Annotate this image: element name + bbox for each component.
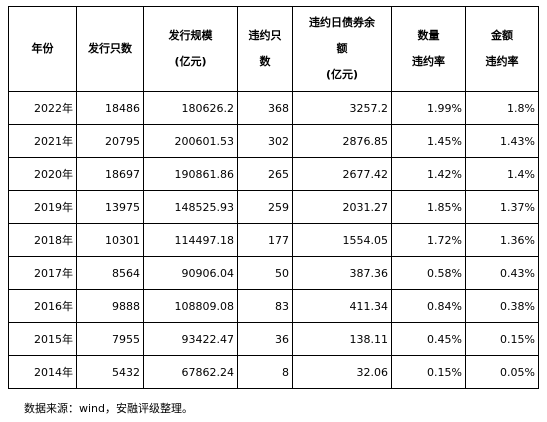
cell-count-default-rate: 0.84% — [391, 289, 466, 323]
cell-default-balance: 2031.27 — [292, 190, 392, 224]
table-row: 2016年 9888 108809.08 83 411.34 0.84% 0.38% — [8, 289, 539, 323]
header-line: 发行只数 — [88, 42, 132, 55]
cell-year: 2017年 — [8, 256, 77, 290]
cell-year: 2021年 — [8, 124, 77, 158]
table-row: 2020年 18697 190861.86 265 2677.42 1.42% 1.4% — [8, 157, 539, 191]
cell-default-balance: 138.11 — [292, 322, 392, 356]
cell-count-default-rate: 1.99% — [391, 91, 466, 125]
table-row: 2021年 20795 200601.53 302 2876.85 1.45% 1.43% — [8, 124, 539, 158]
cell-default-count: 83 — [237, 289, 293, 323]
cell-default-count: 368 — [237, 91, 293, 125]
header-row: 年份 发行只数 发行规模 (亿元) 违约只数违约日债券余额 (亿元) 数量 违约率 金额 违约率 — [8, 6, 539, 92]
cell-count-default-rate: 1.85% — [391, 190, 466, 224]
cell-default-count: 36 — [237, 322, 293, 356]
cell-issue-scale: 108809.08 — [143, 289, 238, 323]
header-year: 年份 — [8, 6, 77, 92]
cell-default-balance: 1554.05 — [292, 223, 392, 257]
cell-amount-default-rate: 1.8% — [465, 91, 539, 125]
table-row: 2019年 13975 148525.93 259 2031.27 1.85% 1.37% — [8, 190, 539, 224]
table-row: 2017年 8564 90906.04 50 387.36 0.58% 0.43% — [8, 256, 539, 290]
cell-amount-default-rate: 1.37% — [465, 190, 539, 224]
cell-issue-count: 18697 — [76, 157, 144, 191]
header-line: (亿元) — [325, 68, 359, 81]
cell-default-balance: 2876.85 — [292, 124, 392, 158]
cell-year: 2019年 — [8, 190, 77, 224]
header-default-count: 违约只数 — [237, 6, 293, 92]
cell-year: 2015年 — [8, 322, 77, 356]
cell-amount-default-rate: 0.43% — [465, 256, 539, 290]
cell-issue-count: 9888 — [76, 289, 144, 323]
header-count-default-rate: 数量 违约率 — [391, 6, 466, 92]
cell-default-balance: 411.34 — [292, 289, 392, 323]
cell-issue-count: 5432 — [76, 355, 144, 389]
cell-default-balance: 2677.42 — [292, 157, 392, 191]
cell-issue-count: 7955 — [76, 322, 144, 356]
header-line: 违约率 — [485, 55, 519, 68]
cell-issue-scale: 190861.86 — [143, 157, 238, 191]
cell-default-balance: 387.36 — [292, 256, 392, 290]
bond-default-table: 年份 发行只数 发行规模 (亿元) 违约只数违约日债券余额 (亿元) 数量 违约率 金额 违约率 … — [8, 6, 539, 389]
source-footnote: 数据来源：wind，安融评级整理。 — [24, 402, 194, 415]
header-line: 额 — [336, 42, 348, 55]
cell-issue-count: 8564 — [76, 256, 144, 290]
cell-default-balance: 3257.2 — [292, 91, 392, 125]
header-amount-default-rate: 金额 违约率 — [465, 6, 539, 92]
cell-default-count: 302 — [237, 124, 293, 158]
cell-issue-scale: 180626.2 — [143, 91, 238, 125]
table-row: 2018年 10301 114497.18 177 1554.05 1.72% 1.36% — [8, 223, 539, 257]
cell-count-default-rate: 0.15% — [391, 355, 466, 389]
cell-count-default-rate: 0.58% — [391, 256, 466, 290]
table-row: 2022年 18486 180626.2 368 3257.2 1.99% 1.8% — [8, 91, 539, 125]
cell-issue-scale: 67862.24 — [143, 355, 238, 389]
cell-amount-default-rate: 1.4% — [465, 157, 539, 191]
cell-amount-default-rate: 1.43% — [465, 124, 539, 158]
cell-issue-scale: 148525.93 — [143, 190, 238, 224]
cell-year: 2020年 — [8, 157, 77, 191]
cell-amount-default-rate: 0.15% — [465, 322, 539, 356]
table-row: 2015年 7955 93422.47 36 138.11 0.45% 0.15% — [8, 322, 539, 356]
cell-default-count: 50 — [237, 256, 293, 290]
cell-count-default-rate: 1.42% — [391, 157, 466, 191]
header-issue-count: 发行只数 — [76, 6, 144, 92]
cell-count-default-rate: 0.45% — [391, 322, 466, 356]
header-line: (亿元) — [174, 55, 207, 68]
cell-default-balance: 32.06 — [292, 355, 392, 389]
table-header: 年份 发行只数 发行规模 (亿元) 违约只数违约日债券余额 (亿元) 数量 违约率 金额 违约率 — [8, 6, 539, 92]
cell-year: 2018年 — [8, 223, 77, 257]
cell-year: 2022年 — [8, 91, 77, 125]
cell-default-count: 259 — [237, 190, 293, 224]
header-default-balance: 违约日债券余额 (亿元) — [292, 6, 392, 92]
cell-issue-count: 13975 — [76, 190, 144, 224]
header-line: 金额 — [491, 29, 513, 42]
header-issue-scale: 发行规模 (亿元) — [143, 6, 238, 92]
cell-issue-scale: 114497.18 — [143, 223, 238, 257]
cell-amount-default-rate: 1.36% — [465, 223, 539, 257]
header-line: 数 — [259, 55, 271, 68]
header-line: 发行规模 — [168, 29, 213, 42]
header-line: 数量 — [417, 29, 440, 42]
cell-default-count: 8 — [237, 355, 293, 389]
cell-default-count: 177 — [237, 223, 293, 257]
header-line: 违约日债券余 — [309, 16, 375, 29]
cell-issue-count: 10301 — [76, 223, 144, 257]
header-line: 违约率 — [412, 55, 445, 68]
cell-year: 2014年 — [8, 355, 77, 389]
cell-count-default-rate: 1.45% — [391, 124, 466, 158]
header-line: 违约只 — [248, 29, 282, 42]
cell-count-default-rate: 1.72% — [391, 223, 466, 257]
cell-issue-scale: 90906.04 — [143, 256, 238, 290]
cell-issue-scale: 93422.47 — [143, 322, 238, 356]
header-line: 年份 — [31, 42, 54, 55]
table-body: 2022年 18486 180626.2 368 3257.2 1.99% 1.8% 2021… — [8, 91, 539, 389]
cell-issue-count: 18486 — [76, 91, 144, 125]
bond-default-table-container: 年份 发行只数 发行规模 (亿元) 违约只数违约日债券余额 (亿元) 数量 违约率 金额 违约率 … — [8, 6, 539, 389]
cell-amount-default-rate: 0.38% — [465, 289, 539, 323]
cell-issue-scale: 200601.53 — [143, 124, 238, 158]
table-row: 2014年 5432 67862.24 8 32.06 0.15% 0.05% — [8, 355, 539, 389]
cell-issue-count: 20795 — [76, 124, 144, 158]
cell-default-count: 265 — [237, 157, 293, 191]
cell-year: 2016年 — [8, 289, 77, 323]
cell-amount-default-rate: 0.05% — [465, 355, 539, 389]
